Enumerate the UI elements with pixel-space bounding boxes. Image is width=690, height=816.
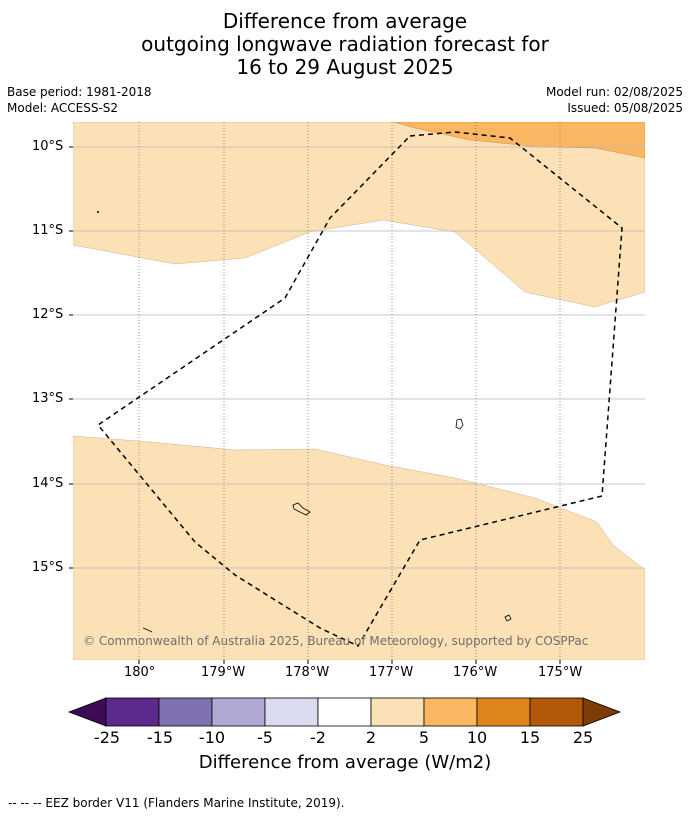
colorbar-bin (317, 697, 372, 727)
colorbar-label: -10 (198, 728, 226, 747)
colorbar-bin (423, 697, 478, 727)
colorbar-bin (529, 697, 584, 727)
lon-label: 180° (124, 665, 156, 680)
lat-label: 11°S (32, 223, 64, 238)
island-south-east (504, 614, 512, 622)
colorbar-title: Difference from average (W/m2) (198, 752, 492, 773)
colorbar-bin (264, 697, 319, 727)
colorbar-label: 10 (466, 728, 488, 747)
base-period-text: Base period: 1981-2018 (7, 85, 152, 99)
model-run-text: Model run: 02/08/2025 (545, 85, 683, 99)
title-line-1: Difference from average (222, 9, 468, 33)
colorbar-bin (211, 697, 266, 727)
issued-text: Issued: 05/08/2025 (567, 101, 683, 115)
copyright-text: © Commonwealth of Australia 2025, Bureau… (83, 634, 588, 648)
lat-label: 12°S (32, 307, 64, 322)
colorbar-bin (158, 697, 213, 727)
colorbar-bin (105, 697, 160, 727)
model-text: Model: ACCESS-S2 (7, 101, 119, 115)
lon-label: 176°W (453, 665, 498, 680)
colorbar-label: -15 (146, 728, 174, 747)
colorbar-bin (370, 697, 425, 727)
colorbar-label: 25 (572, 728, 594, 747)
title-line-2: outgoing longwave radiation forecast for (141, 32, 549, 56)
colorbar-extend-low (67, 697, 107, 727)
island-south-west (142, 627, 153, 633)
latitude-gridlines (73, 146, 645, 569)
colorbar-label: -2 (310, 728, 326, 747)
anomaly-region-north (73, 122, 645, 308)
lon-label: 178°W (285, 665, 330, 680)
colorbar-bin (476, 697, 531, 727)
colorbar-label: 2 (365, 728, 377, 747)
island-uvea (455, 418, 464, 430)
lat-label: 15°S (32, 560, 64, 575)
lat-label: 13°S (32, 391, 64, 406)
colorbar-label: -25 (93, 728, 121, 747)
lon-label: 179°W (201, 665, 246, 680)
title-line-3: 16 to 29 August 2025 (236, 55, 454, 79)
colorbar-label: 5 (418, 728, 430, 747)
lat-label: 10°S (32, 139, 64, 154)
colorbar-extend-high (582, 697, 622, 727)
axis-ticks (69, 146, 561, 664)
anomaly-region-northeast (392, 122, 645, 159)
islet-north-west (97, 211, 99, 213)
colorbar (67, 697, 622, 727)
lat-label: 14°S (32, 476, 64, 491)
colorbar-label: -5 (257, 728, 273, 747)
eez-legend: -- -- -- EEZ border V11 (Flanders Marine… (8, 796, 345, 810)
anomaly-region-south (73, 435, 645, 660)
colorbar-label: 15 (519, 728, 541, 747)
island-futuna (292, 502, 311, 516)
lon-label: 177°W (369, 665, 414, 680)
lon-label: 175°W (538, 665, 583, 680)
